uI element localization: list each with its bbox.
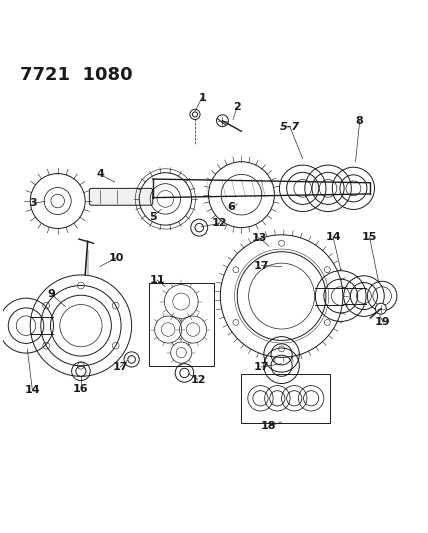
Text: 2: 2 — [233, 102, 241, 112]
Text: 3: 3 — [30, 198, 37, 208]
Text: 4: 4 — [96, 169, 104, 180]
Text: 8: 8 — [356, 116, 364, 126]
Circle shape — [375, 303, 386, 314]
Text: 13: 13 — [252, 233, 268, 243]
Text: 14: 14 — [24, 385, 40, 395]
Text: 18: 18 — [261, 421, 276, 431]
Text: 17: 17 — [253, 362, 269, 372]
Text: 17: 17 — [113, 362, 128, 372]
Bar — [149, 284, 214, 366]
Text: 5: 5 — [149, 212, 157, 222]
Text: 9: 9 — [48, 289, 55, 299]
Bar — [241, 374, 330, 423]
Text: 15: 15 — [362, 232, 377, 242]
Text: 12: 12 — [190, 375, 206, 385]
Text: 10: 10 — [108, 253, 124, 263]
Text: 5-7: 5-7 — [280, 122, 300, 132]
Text: 16: 16 — [73, 384, 89, 394]
Text: 14: 14 — [325, 232, 341, 242]
FancyBboxPatch shape — [89, 188, 153, 205]
Text: 19: 19 — [375, 317, 391, 327]
Text: 11: 11 — [149, 275, 165, 285]
Text: 1: 1 — [198, 93, 206, 102]
Text: 17: 17 — [253, 261, 269, 271]
Text: 12: 12 — [211, 219, 227, 229]
Text: 6: 6 — [227, 203, 235, 212]
Circle shape — [217, 115, 229, 127]
Text: 7721  1080: 7721 1080 — [20, 66, 132, 84]
